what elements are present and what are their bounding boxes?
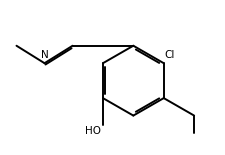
Text: HO: HO <box>84 126 100 136</box>
Text: N: N <box>40 51 48 60</box>
Text: Cl: Cl <box>164 50 174 60</box>
